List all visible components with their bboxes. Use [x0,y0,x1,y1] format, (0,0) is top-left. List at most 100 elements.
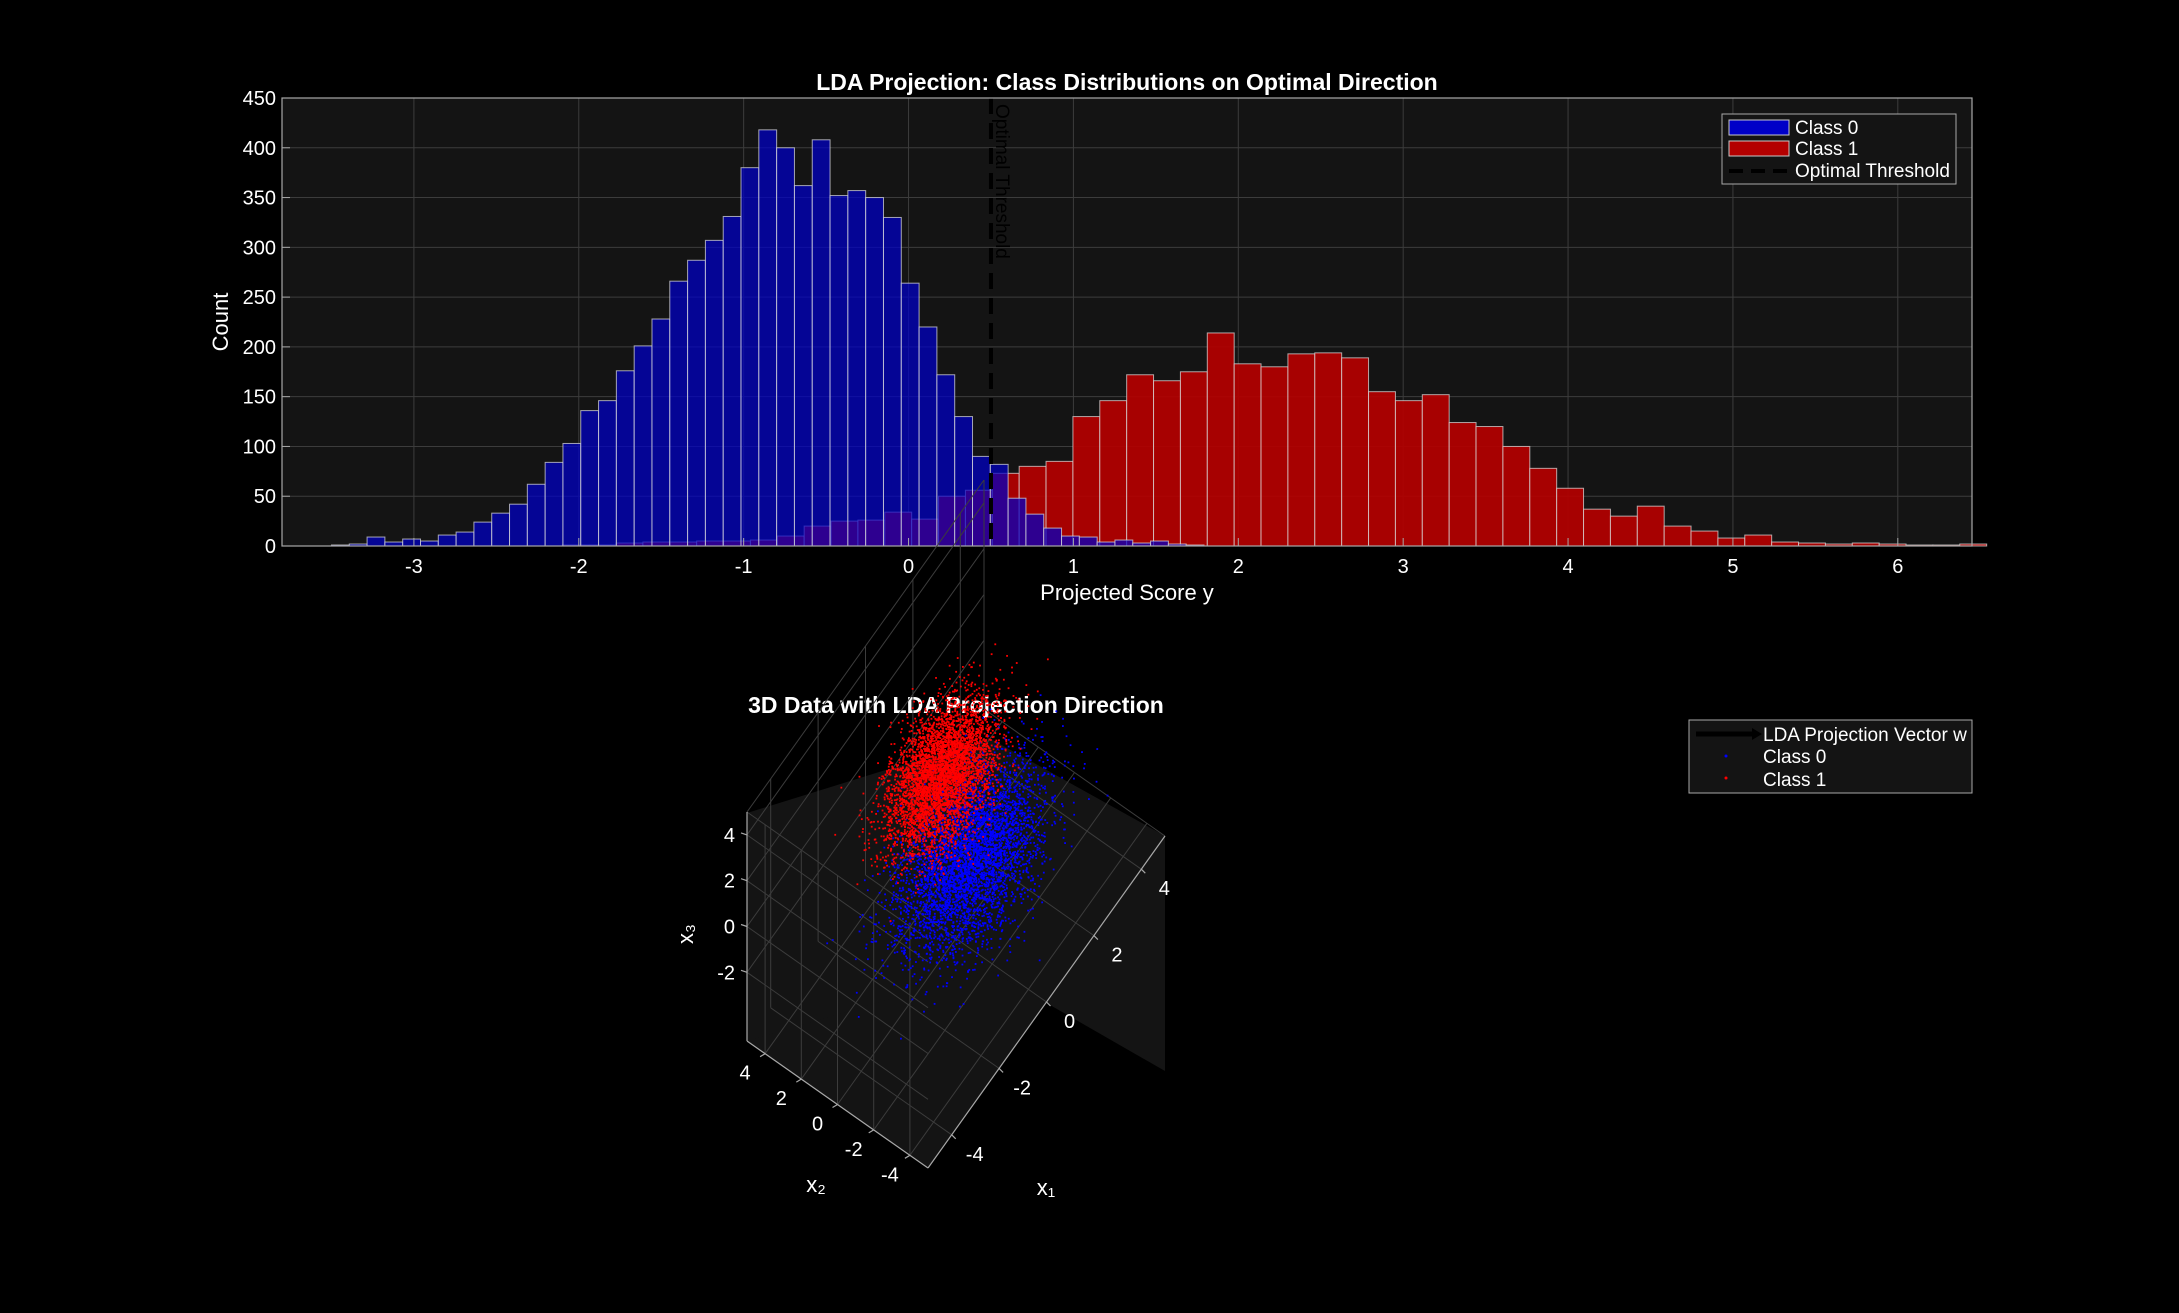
class-0-point [1010,904,1013,907]
class-0-point [939,894,942,897]
class-0-point [960,855,963,858]
class-0-point [961,877,964,880]
class-0-point [995,918,998,921]
class-0-point [990,843,993,846]
class-0-point [1004,860,1007,863]
class-0-point [932,769,935,772]
class-0-point [986,856,989,859]
class-0-point [985,817,988,819]
class-0-point [921,896,924,898]
class-0-point [1003,804,1006,807]
class-0-point [1016,831,1019,834]
class-0-point [967,952,970,954]
class-1-point [913,774,916,777]
class-0-point [933,832,936,835]
class-0-point [962,833,965,835]
class-0-point [963,879,966,882]
class-0-point [917,912,920,915]
class-0-point [985,838,988,841]
class-0-point [1014,751,1017,753]
class-0-point [1004,845,1007,848]
class-0-point [917,862,920,865]
class-0-histogram-bar [829,195,849,547]
class-1-point [900,811,903,814]
class-0-point [938,844,941,847]
class-0-point [974,888,977,891]
class-0-point [968,879,970,882]
class-0-point [907,904,909,907]
class-0-point [912,914,915,917]
class-0-point [1000,859,1003,862]
class-0-point [953,925,955,928]
class-0-point [958,933,961,936]
class-0-point [1024,784,1027,787]
class-0-point [986,840,989,843]
class-0-histogram-bar [526,483,546,547]
class-0-point [990,809,993,812]
class-0-point [893,983,896,986]
class-0-point [934,894,937,897]
class-0-point [998,946,1001,949]
class-0-point [992,850,995,853]
class-0-point [942,850,944,853]
class-0-point [966,901,969,904]
class-0-point [941,935,944,938]
class-0-point [1019,752,1021,755]
class-0-point [972,865,975,868]
class-0-point [929,961,932,964]
class-0-point [957,910,959,913]
class-0-point [915,887,917,890]
class-0-point [1025,867,1028,869]
class-0-point [1009,770,1012,773]
class-1-point [922,816,925,818]
class-0-point [918,911,921,914]
class-0-point [958,947,961,950]
class-0-point [968,922,971,924]
class-0-point [952,908,955,911]
class-0-point [951,878,954,881]
class-1-point [959,765,961,768]
class-0-point [1029,853,1032,855]
class-0-point [1010,853,1013,856]
class-0-point [1020,747,1023,750]
class-0-point [961,866,964,869]
class-0-point [1083,762,1086,765]
class-0-point [955,848,958,851]
class-0-point [1011,877,1014,880]
class-0-point [895,882,898,885]
class-0-point [941,917,944,920]
class-0-point [952,935,955,937]
class-0-point [991,886,994,889]
class-0-point [929,928,932,931]
class-0-point [970,891,973,894]
histogram-y-tick-label: 450 [243,88,276,110]
class-0-point [902,889,905,891]
class-0-point [943,853,946,856]
class-0-point [1018,880,1021,883]
class-0-point [957,893,960,895]
class-0-point [964,856,967,858]
class-0-point [996,741,998,744]
class-0-point [898,933,901,936]
class-0-point [941,830,944,833]
class-0-point [985,906,988,909]
class-0-point [934,859,936,862]
class-0-point [996,851,999,854]
class-0-point [965,840,968,842]
class-1-point [967,762,970,765]
class-0-point [959,784,962,787]
class-0-point [958,1005,961,1008]
class-1-point [974,831,976,834]
class-0-point [976,910,979,913]
class-0-point [927,883,930,886]
class-0-point [928,869,931,872]
class-0-point [857,1016,860,1018]
class-0-point [969,902,972,905]
class-0-point [894,882,897,885]
class-0-point [1000,767,1003,770]
class-0-point [947,865,950,868]
class-0-point [923,1010,925,1013]
class-0-point [1005,831,1008,834]
class-0-point [929,935,931,938]
class-0-point [942,949,945,952]
